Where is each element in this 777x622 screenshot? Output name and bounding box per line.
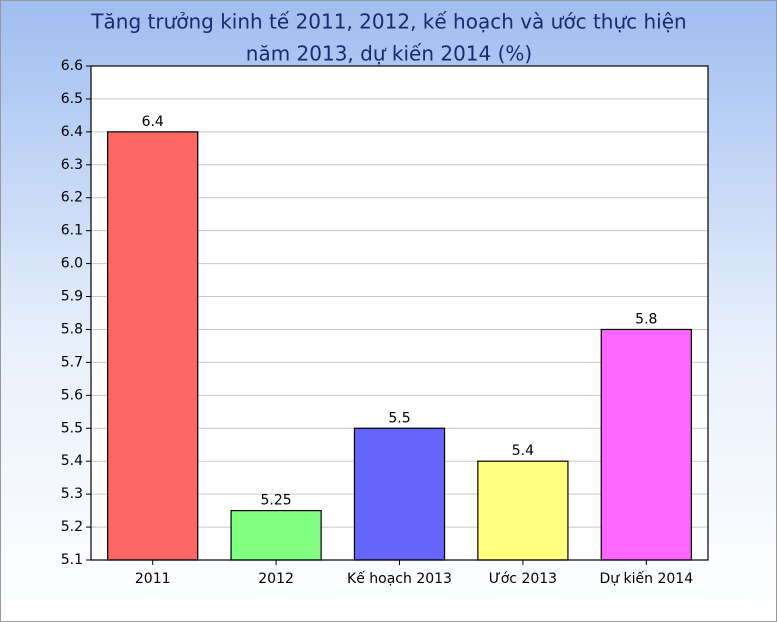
bar [353,427,446,561]
x-tick-label: Ước 2013 [489,571,557,587]
y-tick-label: 6.0 [61,256,83,272]
y-tick-label: 6.4 [61,124,83,140]
y-tick-label: 6.2 [61,190,83,206]
y-tick-label: 5.3 [61,486,83,502]
value-label: 6.4 [142,114,164,130]
y-tick-label: 6.1 [61,223,83,239]
y-tick-label: 5.1 [61,552,83,568]
bar [600,328,692,561]
y-tick-label: 5.7 [61,354,83,370]
bar [107,131,199,561]
y-tick-label: 6.5 [61,91,83,107]
chart-title: năm 2013, dự kiến 2014 (%) [246,42,532,66]
y-tick-label: 6.6 [61,58,83,74]
value-label: 5.8 [635,311,657,327]
y-tick-label: 5.8 [61,321,83,337]
value-label: 5.4 [512,443,534,459]
x-tick-label: Dự kiến 2014 [599,570,693,587]
y-tick-label: 5.6 [61,387,83,403]
y-tick-label: 6.3 [61,157,83,173]
y-tick-label: 5.9 [61,289,83,305]
bar [230,510,322,561]
x-tick-label: 2011 [135,571,171,587]
plot-border [90,65,709,561]
x-tick-label: Kế hoạch 2013 [347,570,452,587]
y-tick-label: 5.2 [61,519,83,535]
bar [477,460,569,561]
x-tick-label: 2012 [258,571,294,587]
value-label: 5.5 [388,410,410,426]
value-label: 5.25 [261,493,292,509]
y-tick-label: 5.5 [61,420,83,436]
chart-title: Tăng trưởng kinh tế 2011, 2012, kế hoạch… [90,10,686,34]
y-tick-label: 5.4 [61,453,83,469]
